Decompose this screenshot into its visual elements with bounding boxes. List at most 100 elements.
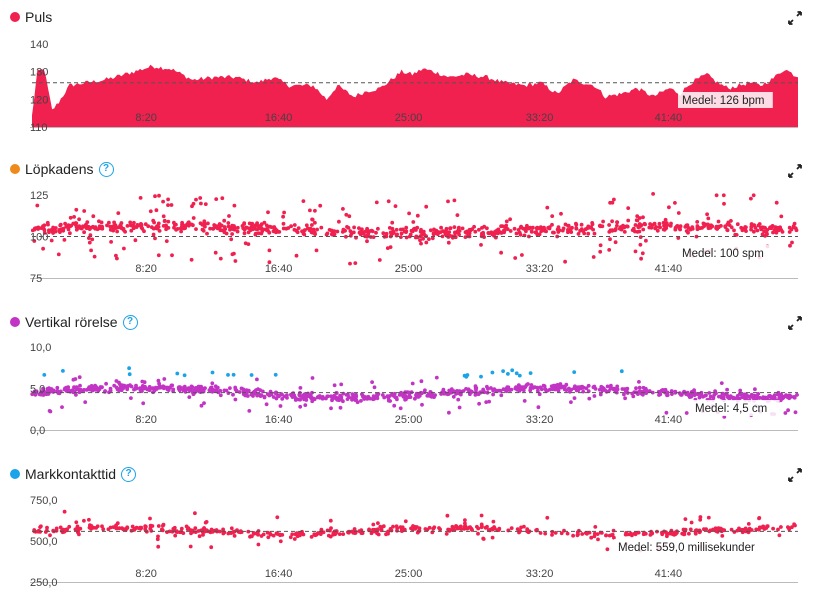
data-point <box>166 203 170 207</box>
data-point <box>341 227 346 232</box>
data-point <box>522 399 527 403</box>
data-point <box>119 388 124 393</box>
data-point <box>320 396 325 401</box>
data-point <box>428 390 433 394</box>
data-point <box>749 225 754 229</box>
data-point <box>315 531 320 536</box>
vertical-legend-dot <box>10 317 20 327</box>
data-point <box>598 243 603 248</box>
data-point <box>374 200 379 205</box>
data-point <box>572 396 577 400</box>
data-point <box>695 220 700 224</box>
data-point <box>571 533 575 538</box>
data-point <box>749 528 754 532</box>
data-point <box>664 410 669 415</box>
data-point <box>114 253 118 258</box>
data-point <box>463 521 467 526</box>
data-point <box>313 220 317 225</box>
data-point <box>367 527 371 532</box>
question-icon[interactable]: ? <box>122 314 138 330</box>
data-point <box>56 252 61 257</box>
data-point <box>164 239 169 243</box>
data-point <box>313 232 317 236</box>
data-point <box>545 515 550 520</box>
data-point <box>611 528 616 533</box>
data-point <box>630 533 634 538</box>
y-tick-label: 250,0 <box>30 577 58 589</box>
data-point <box>780 230 785 234</box>
data-point <box>637 216 642 220</box>
data-point <box>346 392 350 397</box>
expand-icon[interactable] <box>788 11 802 25</box>
data-point <box>756 527 761 532</box>
data-point <box>43 530 48 534</box>
data-point <box>259 231 264 236</box>
data-point <box>245 390 249 395</box>
expand-icon[interactable] <box>788 316 802 330</box>
data-point <box>610 228 615 233</box>
data-point <box>203 202 208 206</box>
data-point <box>452 225 457 229</box>
data-point <box>485 524 489 529</box>
data-point <box>615 220 619 224</box>
data-point <box>509 526 514 530</box>
data-point <box>538 531 543 535</box>
data-point <box>398 227 403 232</box>
data-point <box>735 222 740 227</box>
data-point <box>111 525 116 529</box>
data-point <box>92 254 97 259</box>
data-point <box>542 225 546 230</box>
question-icon[interactable]: ? <box>121 466 137 482</box>
data-point <box>149 225 154 230</box>
data-point <box>481 232 486 237</box>
question-icon[interactable]: ? <box>98 161 114 177</box>
data-point <box>419 227 423 232</box>
expand-icon[interactable] <box>788 164 802 178</box>
data-point <box>155 537 160 542</box>
data-point <box>605 547 610 552</box>
data-point <box>677 226 682 231</box>
data-point <box>164 227 169 232</box>
data-point <box>402 527 407 532</box>
data-point <box>652 221 657 226</box>
data-point <box>638 224 642 229</box>
data-point <box>50 389 54 393</box>
data-point <box>403 519 408 524</box>
data-point <box>277 230 282 234</box>
data-point <box>490 535 495 540</box>
data-point <box>428 228 433 233</box>
data-point <box>605 384 610 389</box>
x-tick-label: 33:20 <box>526 112 554 124</box>
data-point <box>573 384 577 389</box>
data-point <box>757 516 761 521</box>
data-point <box>513 256 518 260</box>
data-point <box>670 392 674 396</box>
data-point <box>536 388 540 393</box>
data-point <box>301 199 306 203</box>
data-point <box>473 393 478 397</box>
data-point <box>447 410 451 415</box>
data-point <box>756 223 761 228</box>
data-point <box>41 246 45 251</box>
data-point <box>101 527 106 532</box>
data-point <box>129 396 133 400</box>
data-point <box>613 240 618 245</box>
data-point <box>62 509 67 514</box>
data-point <box>90 237 95 242</box>
puls-legend-dot <box>10 12 20 22</box>
data-point <box>211 226 215 231</box>
data-point <box>559 211 563 216</box>
data-point <box>261 532 266 537</box>
data-point <box>161 199 166 204</box>
data-point <box>485 226 489 231</box>
data-point <box>231 372 236 377</box>
data-point <box>118 382 122 387</box>
data-point <box>767 394 771 398</box>
expand-icon[interactable] <box>788 468 802 482</box>
data-point <box>236 530 241 534</box>
data-point <box>267 230 272 235</box>
data-point <box>187 395 192 399</box>
data-point <box>525 223 529 228</box>
data-point <box>706 515 711 520</box>
data-point <box>193 526 198 531</box>
